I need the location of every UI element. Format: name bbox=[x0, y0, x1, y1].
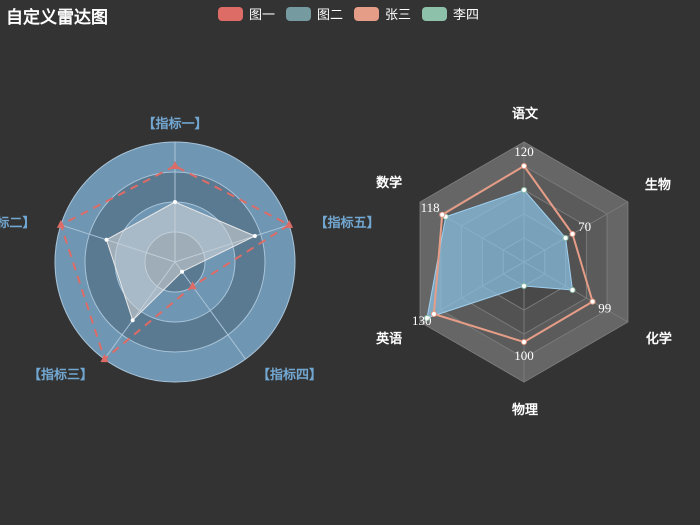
data-point bbox=[104, 237, 109, 242]
series-area bbox=[105, 201, 257, 322]
legend-item-lisi[interactable]: 李四 bbox=[422, 4, 479, 23]
legend-swatch bbox=[218, 6, 243, 21]
legend-swatch bbox=[354, 6, 380, 21]
legend-swatch bbox=[286, 6, 312, 21]
data-point bbox=[285, 219, 294, 228]
data-point bbox=[521, 187, 527, 193]
data-label: 99 bbox=[598, 301, 611, 316]
data-label: 130 bbox=[412, 313, 432, 328]
radar-series bbox=[56, 161, 294, 363]
series-line bbox=[59, 164, 292, 361]
indicator-label: 数学 bbox=[376, 175, 402, 191]
indicator-label: 英语 bbox=[375, 331, 402, 347]
data-point bbox=[430, 311, 437, 317]
legend-swatch bbox=[422, 6, 448, 21]
indicator-label: 化学 bbox=[646, 331, 672, 347]
data-point bbox=[439, 211, 446, 218]
legend-label: 李四 bbox=[453, 8, 480, 23]
legend-label: 图一 bbox=[249, 8, 276, 23]
data-point bbox=[180, 269, 185, 274]
data-point bbox=[424, 315, 431, 321]
indicator-label: 物理 bbox=[512, 402, 538, 418]
legend: 图一 图二 张三 李四 bbox=[218, 4, 490, 23]
data-point bbox=[173, 200, 177, 204]
indicator-label: 生物 bbox=[645, 177, 671, 193]
indicator-label: 语文 bbox=[512, 106, 539, 122]
data-point bbox=[56, 219, 65, 228]
legend-label: 张三 bbox=[385, 8, 412, 23]
radar-series: 120 118 130 100 99 70 bbox=[412, 144, 611, 363]
indicator-label: 【指标五】 bbox=[315, 215, 380, 231]
indicator-label: 【指标二】 bbox=[0, 215, 35, 231]
radar-series bbox=[424, 187, 576, 321]
radar-axis-line bbox=[174, 261, 246, 360]
data-label: 118 bbox=[421, 200, 440, 215]
indicator-label: 【指标三】 bbox=[28, 367, 93, 383]
radar-series bbox=[104, 200, 257, 323]
data-point bbox=[521, 283, 527, 289]
indicator-label: 【指标一】 bbox=[142, 116, 207, 132]
legend-item-zhangsan[interactable]: 张三 bbox=[354, 4, 411, 23]
data-point bbox=[252, 234, 257, 239]
data-label: 70 bbox=[578, 219, 591, 234]
data-point bbox=[589, 298, 596, 305]
legend-item-fig2[interactable]: 图二 bbox=[286, 4, 343, 23]
data-point bbox=[521, 163, 527, 169]
data-point bbox=[569, 231, 576, 237]
data-label: 120 bbox=[514, 144, 534, 159]
legend-label: 图二 bbox=[317, 8, 344, 23]
data-point bbox=[569, 287, 576, 293]
data-point bbox=[171, 161, 179, 169]
radar-chart-1: 【指标一】【指标二】【指标三】 【指标四】 【指标五】 bbox=[0, 116, 380, 383]
page-title: 自定义雷达图 bbox=[6, 8, 108, 28]
data-point bbox=[521, 339, 527, 345]
data-point bbox=[130, 318, 135, 323]
data-point bbox=[100, 354, 109, 363]
legend-item-fig1[interactable]: 图一 bbox=[218, 4, 275, 23]
data-label: 100 bbox=[514, 348, 534, 363]
indicator-label: 【指标四】 bbox=[257, 367, 322, 383]
data-point bbox=[562, 235, 569, 241]
data-point bbox=[188, 281, 197, 290]
